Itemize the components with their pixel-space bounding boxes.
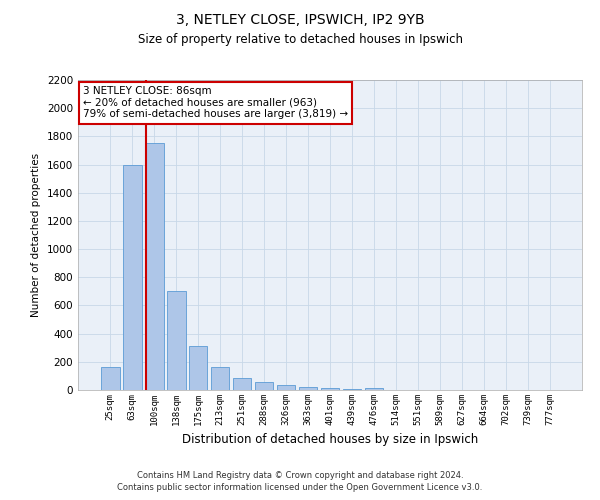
Bar bbox=[343, 389, 361, 390]
Text: Size of property relative to detached houses in Ipswich: Size of property relative to detached ho… bbox=[137, 32, 463, 46]
Text: 3 NETLEY CLOSE: 86sqm
← 20% of detached houses are smaller (963)
79% of semi-det: 3 NETLEY CLOSE: 86sqm ← 20% of detached … bbox=[83, 86, 348, 120]
Bar bbox=[101, 368, 119, 390]
Bar bbox=[211, 368, 229, 390]
Y-axis label: Number of detached properties: Number of detached properties bbox=[31, 153, 41, 317]
Bar bbox=[123, 165, 142, 390]
Bar bbox=[277, 385, 295, 390]
Text: Contains HM Land Registry data © Crown copyright and database right 2024.: Contains HM Land Registry data © Crown c… bbox=[137, 471, 463, 480]
X-axis label: Distribution of detached houses by size in Ipswich: Distribution of detached houses by size … bbox=[182, 434, 478, 446]
Bar bbox=[233, 378, 251, 390]
Text: Contains public sector information licensed under the Open Government Licence v3: Contains public sector information licen… bbox=[118, 484, 482, 492]
Bar bbox=[255, 382, 274, 390]
Bar bbox=[145, 142, 164, 390]
Bar bbox=[365, 388, 383, 390]
Bar bbox=[167, 290, 185, 390]
Bar bbox=[320, 388, 340, 390]
Bar bbox=[299, 387, 317, 390]
Text: 3, NETLEY CLOSE, IPSWICH, IP2 9YB: 3, NETLEY CLOSE, IPSWICH, IP2 9YB bbox=[176, 12, 424, 26]
Bar bbox=[189, 346, 208, 390]
